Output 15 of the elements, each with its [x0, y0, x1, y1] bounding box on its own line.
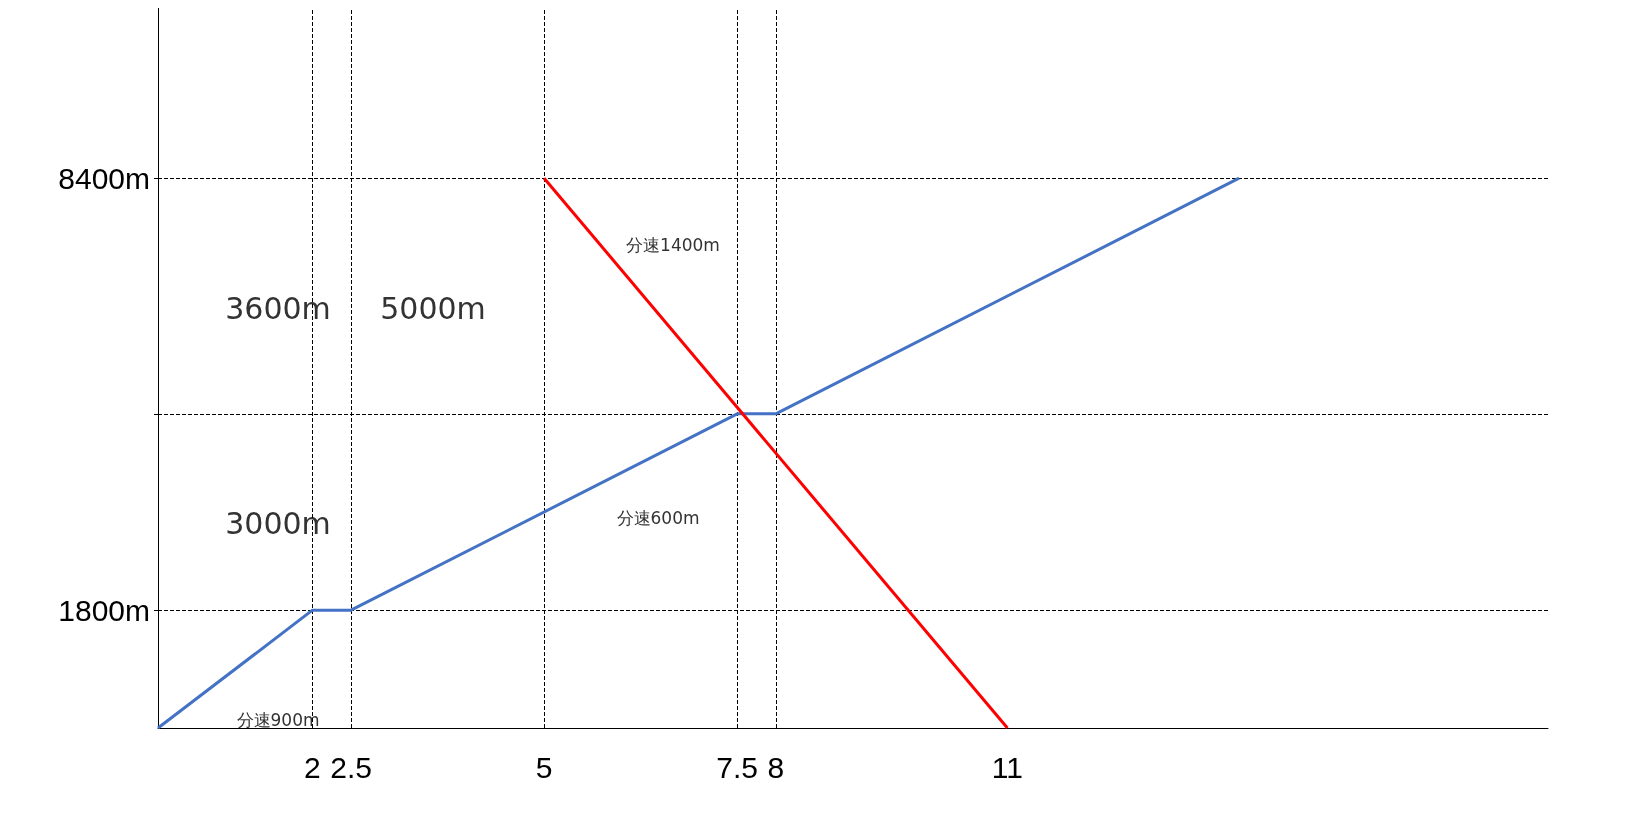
x-tick-label: 2 [304, 750, 321, 784]
x-tick-label: 8 [767, 750, 785, 784]
line-series [156, 176, 1241, 730]
x-tick-label: 5 [535, 750, 553, 784]
annotation: 分速600m [616, 508, 700, 528]
annotation: 分速1400m [626, 235, 720, 255]
x-tick-label: 11 [991, 750, 1024, 784]
x-tick-label: 2.5 [330, 750, 372, 784]
y-tick-label: 1800m [58, 593, 150, 627]
y-tick-label: 8400m [58, 161, 150, 195]
annotation: 3000m [225, 505, 331, 541]
x-tick-label: 7.5 [716, 750, 759, 784]
annotation: 3600m [225, 290, 331, 326]
annotation: 分速900m [236, 710, 320, 730]
annotation: 5000m [380, 290, 486, 326]
